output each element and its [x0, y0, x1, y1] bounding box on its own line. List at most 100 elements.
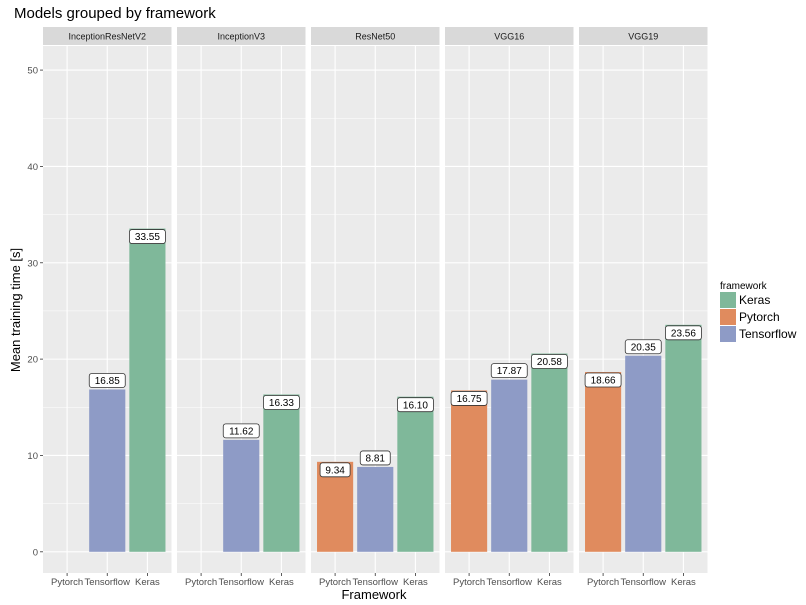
data-label-VGG16-Pytorch: 16.75 [450, 391, 488, 406]
x-tick-label: Keras [403, 577, 428, 588]
data-label-text: 18.66 [591, 376, 616, 387]
chart-title: Models grouped by framework [14, 5, 216, 22]
data-label-text: 20.35 [631, 342, 656, 353]
data-label-VGG19-Keras: 23.56 [665, 325, 702, 341]
y-tick-label: 20 [27, 355, 38, 366]
data-label-text: 33.55 [135, 232, 160, 243]
x-tick-label: Pytorch [185, 577, 217, 588]
legend-swatch [720, 326, 736, 342]
x-tick-label: Pytorch [319, 577, 351, 588]
legend-label: Keras [739, 293, 770, 307]
data-label-box [584, 372, 622, 388]
data-label-box [359, 450, 391, 466]
data-label-text: 11.62 [229, 426, 254, 437]
facet-ResNet50: ResNet50 9.34 8.81 16.10 Pytorch Tensorflow Ke… [311, 27, 440, 588]
bar-VGG16-Pytorch [451, 390, 488, 552]
data-label-text: 16.33 [269, 398, 294, 409]
x-axis-title: Framework [341, 587, 407, 602]
bar-ResNet50-Keras [397, 396, 434, 552]
x-tick-label: Tensorflow [353, 577, 399, 588]
x-tick-label: Tensorflow [85, 577, 131, 588]
data-label-text: 8.81 [366, 454, 386, 465]
x-tick-label: Keras [537, 577, 562, 588]
data-label-box [490, 363, 528, 379]
x-tick-label: Pytorch [51, 577, 83, 588]
legend-swatch [720, 292, 736, 308]
data-label-text: 20.58 [537, 357, 562, 368]
y-tick-label: 0 [33, 547, 38, 558]
data-label-ResNet50-Pytorch: 9.34 [319, 462, 351, 478]
bar-ResNet50-Tensorflow [357, 466, 394, 552]
legend-title: framework [720, 281, 768, 292]
data-label-text: 23.56 [671, 328, 696, 339]
facet-InceptionV3: InceptionV3 11.62 16.33 Pytorch Tensorflow Ke… [177, 27, 306, 588]
x-tick-label: Tensorflow [621, 577, 667, 588]
x-tick-label: Keras [671, 577, 696, 588]
bar-VGG19-Keras [665, 324, 702, 552]
data-label-box [222, 423, 260, 439]
data-label-box [624, 339, 662, 355]
bar-InceptionV3-Tensorflow [223, 439, 260, 552]
facet-strip [43, 27, 172, 45]
facet-strip-label: ResNet50 [355, 32, 395, 42]
data-label-text: 16.10 [403, 400, 428, 411]
facet-strip [445, 27, 574, 45]
facet-InceptionResNetV2: InceptionResNetV2 16.85 33.55 Pytorch Tensor… [43, 27, 172, 588]
y-axis-title: Mean training time [s] [8, 248, 23, 372]
legend: framework Keras Pytorch Tensorflow [720, 281, 797, 342]
bar-InceptionResNetV2-Tensorflow [89, 389, 126, 552]
bar-VGG19-Pytorch [585, 372, 622, 552]
facet-strip-label: InceptionResNetV2 [68, 32, 146, 42]
facet-strip-label: VGG19 [628, 32, 658, 42]
y-tick-label: 40 [27, 162, 38, 173]
data-label-text: 17.87 [497, 366, 522, 377]
data-label-InceptionV3-Tensorflow: 11.62 [222, 423, 260, 439]
legend-swatch [720, 309, 736, 325]
data-label-box [129, 229, 166, 244]
x-tick-label: Keras [269, 577, 294, 588]
data-label-text: 16.75 [457, 394, 482, 405]
y-tick-label: 50 [27, 66, 38, 77]
legend-item-pytorch: Pytorch [720, 309, 780, 325]
facet-VGG16: VGG16 16.75 17.87 20.58 Pytorch Tensorflow Ker… [445, 27, 574, 588]
bar-InceptionV3-Keras [263, 394, 300, 552]
bar-VGG19-Tensorflow [625, 355, 662, 552]
y-tick-label: 30 [27, 258, 38, 269]
legend-item-tensorflow: Tensorflow [720, 326, 797, 342]
facet-VGG19: VGG19 18.66 20.35 23.56 Pytorch Tensorflow Ker… [579, 27, 708, 588]
data-label-box [665, 325, 702, 341]
data-label-box [397, 397, 434, 413]
data-label-VGG19-Tensorflow: 20.35 [624, 339, 662, 355]
legend-item-keras: Keras [720, 292, 770, 308]
data-label-box [319, 462, 351, 478]
data-label-box [450, 391, 488, 406]
x-tick-label: Pytorch [453, 577, 485, 588]
data-label-box [531, 354, 568, 369]
bar-VGG16-Tensorflow [491, 379, 528, 552]
data-label-InceptionResNetV2-Tensorflow: 16.85 [88, 373, 126, 388]
data-label-InceptionResNetV2-Keras: 33.55 [129, 229, 166, 244]
data-label-box [88, 373, 126, 388]
y-axis: 0 10 20 30 40 50 [27, 66, 43, 558]
data-label-ResNet50-Tensorflow: 8.81 [359, 450, 391, 466]
data-label-VGG16-Tensorflow: 17.87 [490, 363, 528, 379]
data-label-VGG19-Pytorch: 18.66 [584, 372, 622, 388]
data-label-text: 16.85 [95, 376, 120, 387]
y-tick-label: 10 [27, 451, 38, 462]
data-label-InceptionV3-Keras: 16.33 [263, 395, 300, 410]
x-tick-label: Keras [135, 577, 160, 588]
facet-strip [311, 27, 440, 45]
facet-strip-label: VGG16 [494, 32, 524, 42]
legend-label: Tensorflow [739, 327, 797, 341]
facet-strip [579, 27, 708, 45]
x-tick-label: Pytorch [587, 577, 619, 588]
facet-strip-label: InceptionV3 [217, 32, 265, 42]
data-label-box [263, 395, 300, 410]
facet-strip [177, 27, 306, 45]
x-tick-label: Tensorflow [219, 577, 265, 588]
data-label-text: 9.34 [325, 465, 345, 476]
bar-VGG16-Keras [531, 353, 568, 552]
x-tick-label: Tensorflow [487, 577, 533, 588]
